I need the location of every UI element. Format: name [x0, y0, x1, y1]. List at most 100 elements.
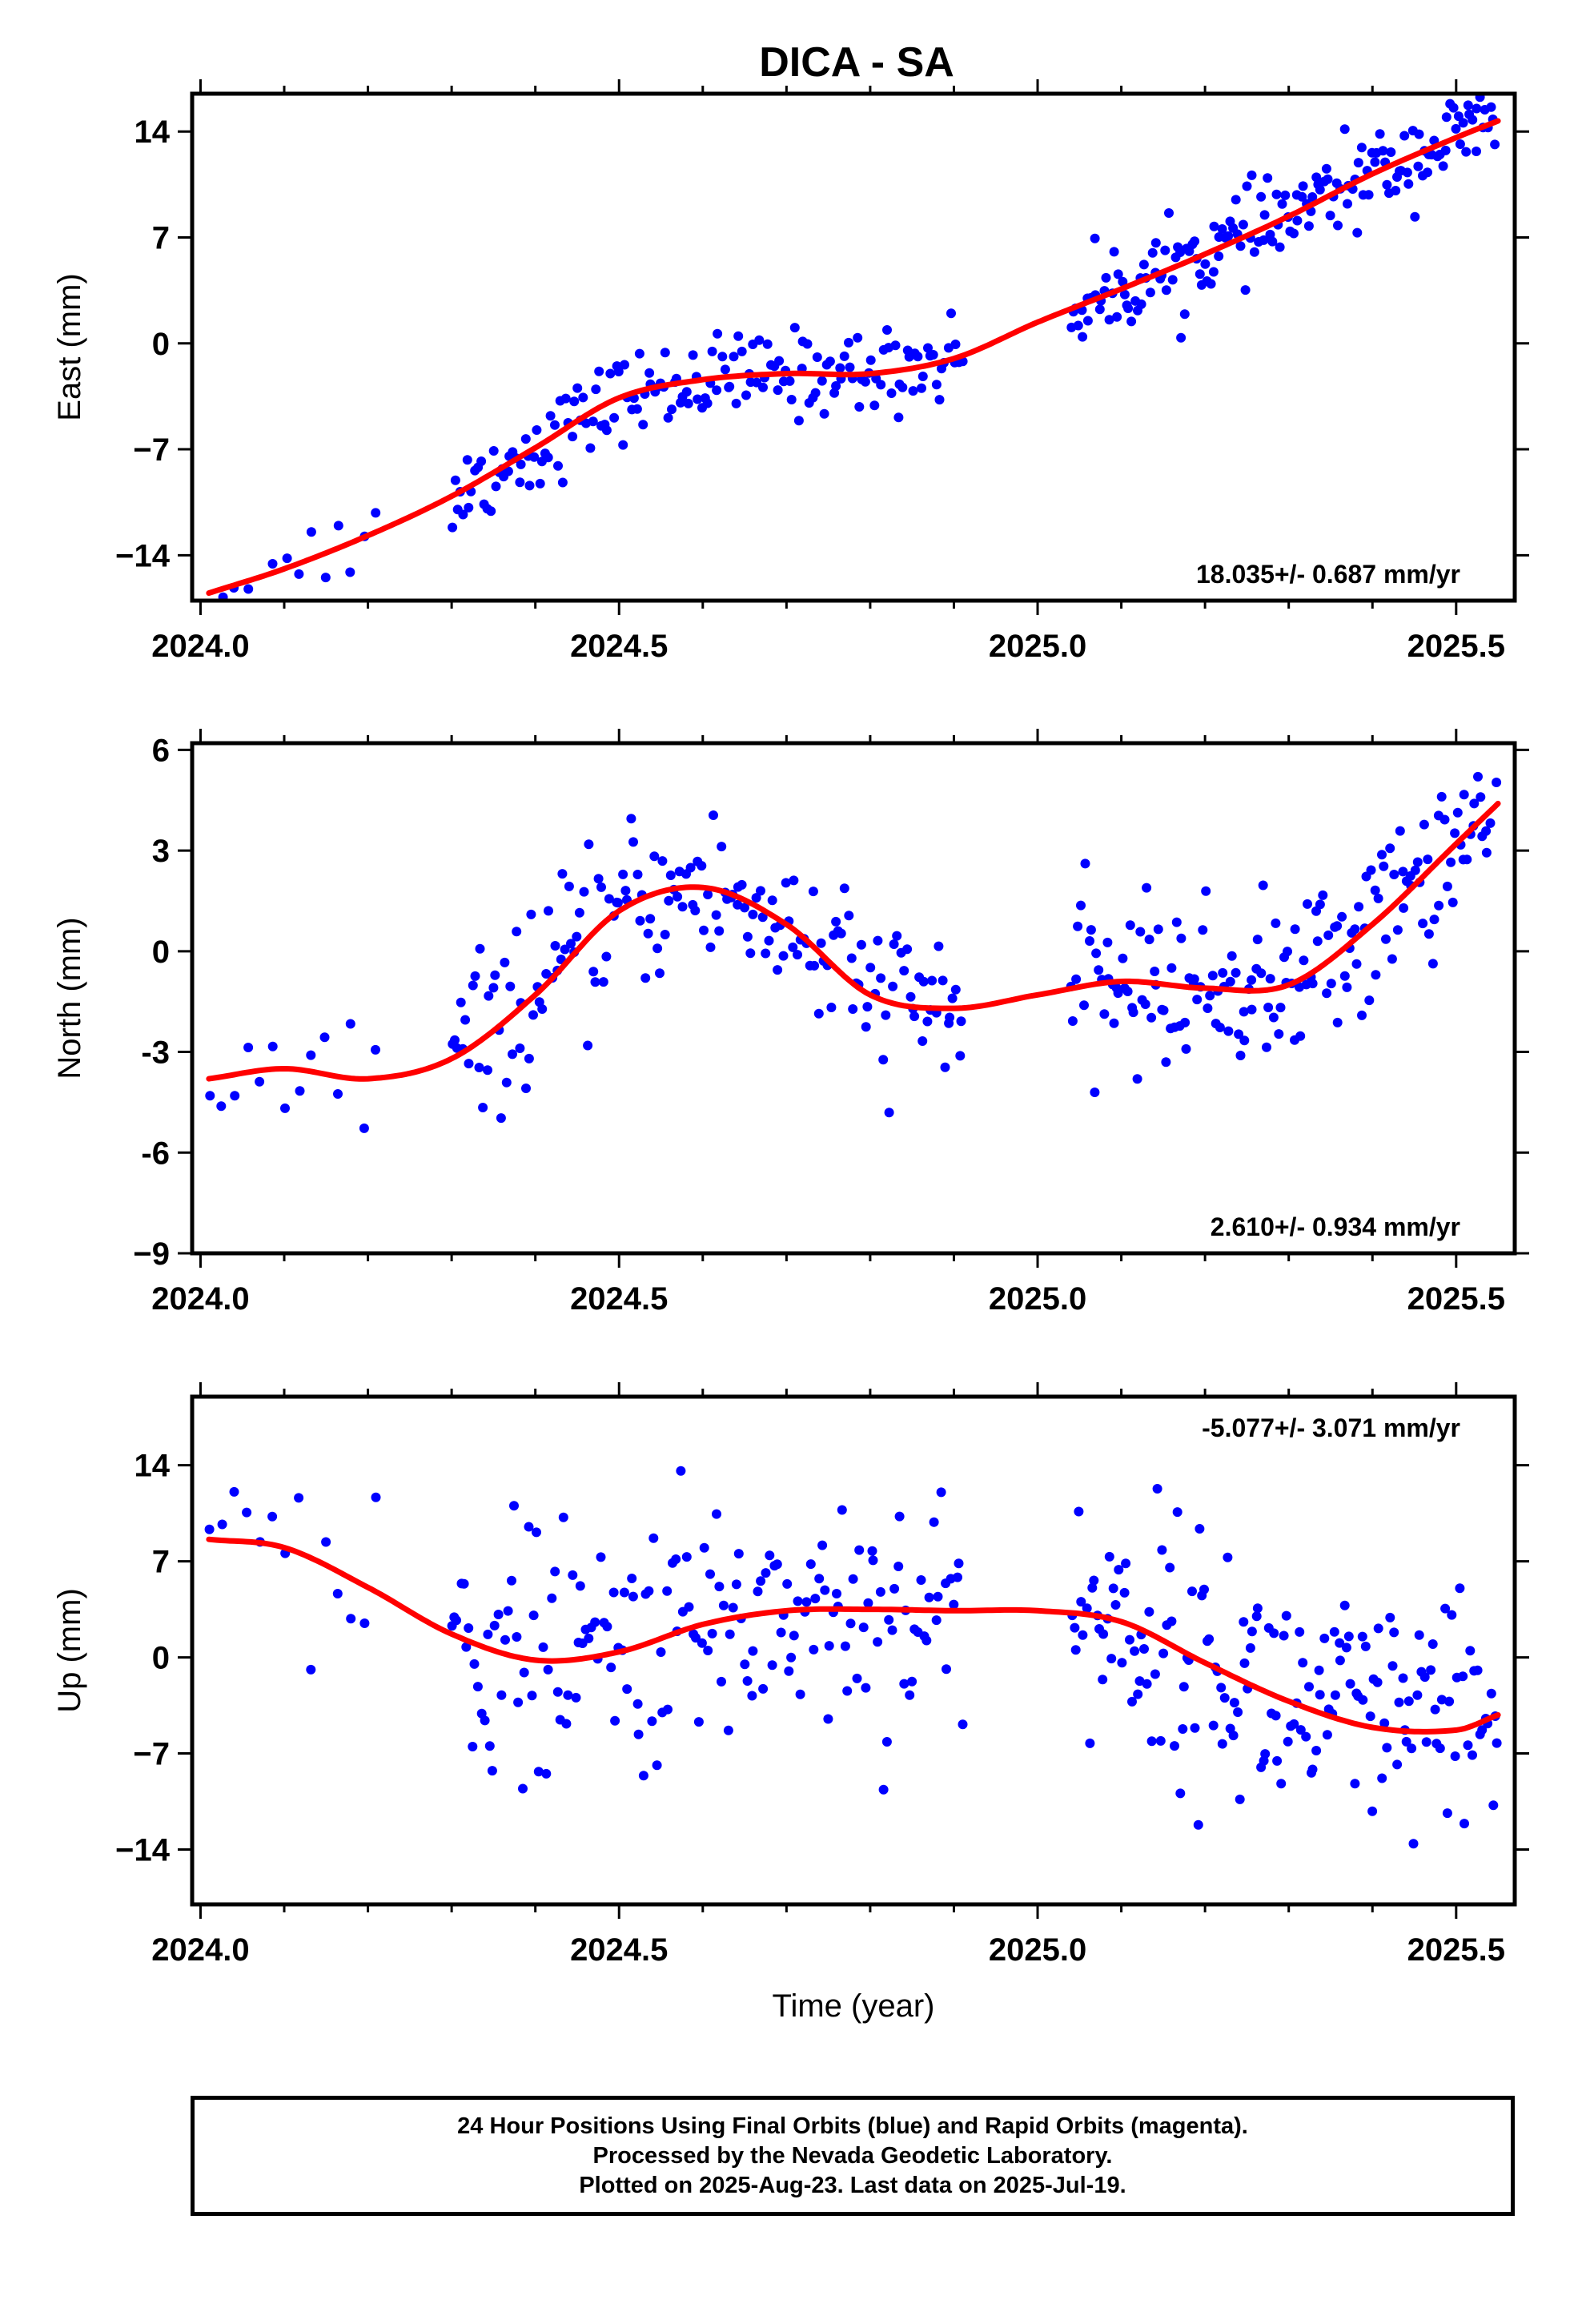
data-point [1118, 276, 1128, 287]
data-point [242, 1507, 252, 1518]
data-point [1277, 199, 1287, 209]
data-point [1468, 115, 1478, 125]
data-point [924, 1592, 934, 1602]
data-point [1488, 1800, 1499, 1811]
data-point [1153, 924, 1163, 935]
data-point [881, 1010, 891, 1020]
data-point [756, 886, 765, 896]
data-point [938, 975, 948, 986]
data-point [1463, 100, 1473, 111]
data-point [934, 941, 944, 951]
data-point [888, 981, 898, 991]
data-point [1170, 1741, 1179, 1751]
fit-line [206, 118, 1501, 597]
data-point [1271, 189, 1282, 199]
data-point [725, 381, 735, 392]
data-point [583, 1040, 593, 1051]
data-point [608, 1587, 619, 1598]
data-point [1412, 857, 1423, 867]
panel-3: 2024.0 2024.5 2025.0 2025.5 −14 −7 0 7 14 Up (mm)… [52, 1382, 1529, 2024]
data-point [1138, 259, 1149, 270]
data-point [1298, 1658, 1308, 1668]
data-point [1132, 1074, 1142, 1084]
data-point [1280, 190, 1291, 200]
data-point [1071, 974, 1082, 984]
data-point [1085, 936, 1094, 946]
data-point [737, 346, 747, 356]
data-point [1311, 1746, 1322, 1755]
data-point [1262, 1042, 1271, 1052]
data-point [520, 434, 531, 444]
data-point [515, 1043, 525, 1053]
data-point [1235, 1051, 1246, 1060]
data-point [825, 356, 835, 367]
data-point [677, 902, 688, 912]
data-point [873, 935, 883, 946]
data-point [596, 1552, 606, 1562]
data-point [816, 938, 826, 948]
data-point [1098, 1629, 1109, 1639]
data-point [1122, 987, 1133, 996]
data-point [1423, 167, 1432, 178]
data-point [649, 851, 660, 862]
data-point [876, 380, 886, 390]
data-point [569, 396, 580, 407]
data-point [725, 1629, 735, 1639]
plot-frame [190, 1394, 1517, 1907]
data-point [1486, 1688, 1496, 1699]
data-point [1158, 1005, 1169, 1015]
data-point [1263, 173, 1273, 183]
x-tick-label: 2024.0 [151, 629, 249, 664]
data-point [824, 1641, 834, 1651]
data-point [1283, 1736, 1293, 1747]
data-point [1387, 954, 1397, 964]
y-tick-label: −7 [133, 432, 170, 468]
data-point [1304, 1682, 1314, 1692]
data-point [500, 1634, 510, 1645]
data-point [1401, 1736, 1411, 1747]
data-point [1242, 181, 1252, 191]
data-point [899, 966, 909, 976]
x-tick-label: 2024.5 [570, 629, 668, 664]
data-point [644, 368, 655, 378]
data-point [1438, 161, 1448, 171]
data-point [905, 991, 916, 1002]
data-point [1079, 1000, 1089, 1011]
data-point [1157, 1545, 1167, 1555]
data-point [848, 1004, 858, 1014]
data-point [1112, 312, 1122, 322]
data-point [908, 386, 918, 396]
y-tick-label: 0 [152, 1641, 170, 1676]
data-point [886, 388, 897, 398]
data-point [1118, 953, 1128, 963]
data-point [1333, 220, 1343, 231]
data-point [1265, 974, 1275, 984]
data-point [513, 1697, 524, 1707]
data-point [1204, 1634, 1215, 1644]
data-point [1323, 174, 1333, 184]
data-point [671, 1554, 681, 1564]
data-point [1087, 1582, 1098, 1593]
data-point [472, 1682, 483, 1692]
data-point [464, 502, 474, 513]
data-point [491, 481, 501, 492]
data-point [940, 1062, 950, 1072]
data-point [1332, 1017, 1343, 1027]
data-point [754, 335, 765, 345]
data-point [503, 1606, 513, 1616]
data-point [705, 942, 716, 952]
data-point [758, 382, 768, 392]
data-point [1442, 881, 1452, 891]
data-point [628, 837, 638, 847]
data-point [773, 385, 783, 396]
data-point [761, 1568, 771, 1578]
data-point [1472, 147, 1481, 156]
data-point [496, 1690, 507, 1700]
data-point [899, 1679, 909, 1689]
data-point [663, 412, 673, 423]
data-point [1279, 1630, 1289, 1641]
data-point [601, 425, 612, 436]
data-point [294, 1493, 304, 1503]
data-point [955, 1051, 966, 1061]
data-point [1117, 1658, 1127, 1668]
